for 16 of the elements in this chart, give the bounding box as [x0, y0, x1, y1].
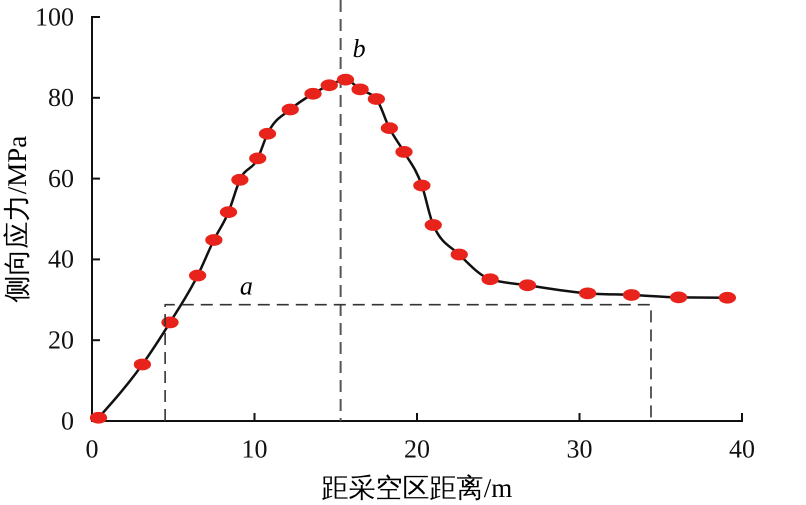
y-tick-label: 100 — [35, 2, 74, 32]
x-tick-label: 10 — [242, 434, 268, 464]
y-axis-title: 侧向应力/MPa — [2, 136, 32, 302]
annotation: a — [240, 272, 253, 301]
y-tick-label: 20 — [48, 326, 74, 355]
y-tick-label: 40 — [48, 244, 74, 274]
x-tick-label: 20 — [404, 434, 430, 464]
x-tick-label: 40 — [729, 434, 755, 464]
point — [320, 79, 338, 92]
x-axis-title: 距采空区距离/m — [322, 473, 512, 503]
ref-line-label: b — [352, 34, 366, 63]
x-tick-label: 0 — [86, 434, 98, 464]
y-tick-label: 80 — [48, 83, 74, 112]
x-tick-label: 30 — [566, 434, 592, 464]
y-tick-label: 60 — [48, 164, 74, 193]
y-tick-label: 0 — [61, 406, 74, 436]
